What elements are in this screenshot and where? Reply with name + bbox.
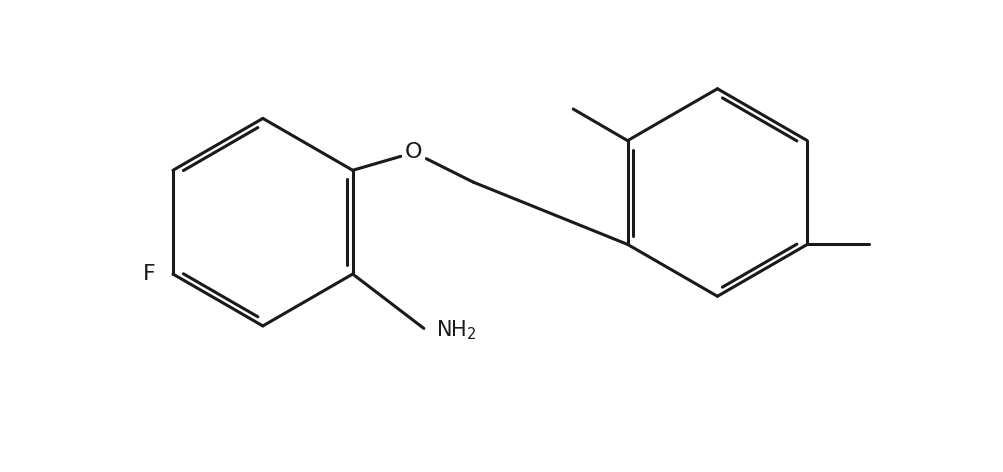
Text: F: F: [142, 264, 155, 284]
Text: O: O: [405, 143, 422, 162]
Text: NH$_2$: NH$_2$: [435, 319, 475, 342]
